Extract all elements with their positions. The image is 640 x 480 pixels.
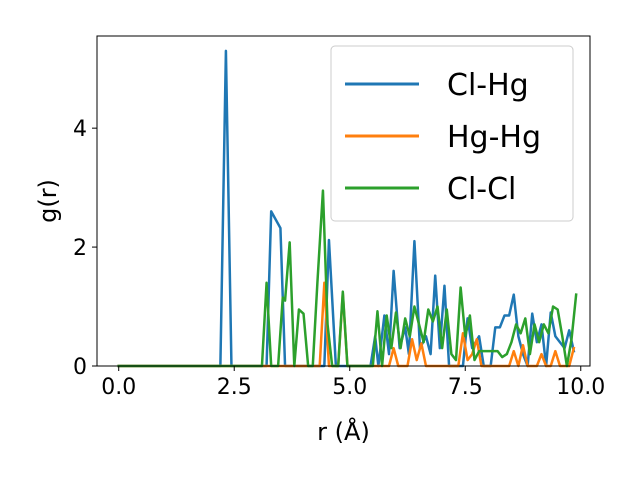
- x-tick-label: 5.0: [332, 375, 367, 400]
- legend: Cl-Hg Hg-Hg Cl-Cl: [330, 45, 574, 222]
- x-tick-label: 2.5: [217, 375, 252, 400]
- x-tick-label: 10.0: [556, 375, 605, 400]
- y-tick-label: 2: [73, 236, 87, 261]
- x-axis-label: r (Å): [317, 417, 370, 446]
- ticks-layer: 0.0 2.5 5.0 7.5 10.0 0 2 4: [73, 117, 605, 400]
- plot-frame: [96, 35, 591, 367]
- y-tick-label: 0: [73, 355, 87, 380]
- y-tick-label: 4: [73, 117, 87, 142]
- legend-label-cl-cl: Cl-Cl: [447, 172, 516, 207]
- legend-box: [330, 45, 574, 222]
- x-tick-label: 7.5: [448, 375, 483, 400]
- legend-label-hg-hg: Hg-Hg: [447, 120, 541, 155]
- legend-label-cl-hg: Cl-Hg: [447, 68, 529, 103]
- y-axis-label: g(r): [34, 179, 62, 223]
- series-line-cl-cl: [117, 189, 578, 368]
- x-tick-label: 0.0: [101, 375, 136, 400]
